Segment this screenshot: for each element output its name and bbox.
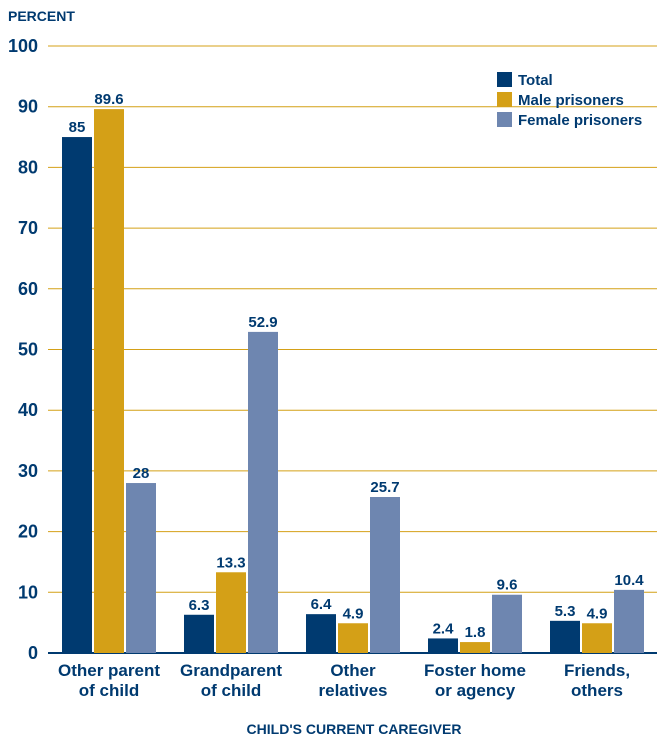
category-label: of child [201,681,261,700]
y-tick-label: 90 [18,97,38,117]
bar-value-label: 4.9 [587,605,608,622]
category-label: Foster home [424,661,526,680]
bar-value-label: 6.4 [311,596,333,613]
data-labels: 85 89.6 28 6.3 13.3 52.9 6.4 4.9 25.7 2.4 1.8 9.6 5.… [69,91,645,641]
legend-label: Total [518,72,553,89]
y-tick-label: 100 [8,36,38,56]
legend: Total Male prisoners Female prisoners [497,72,642,129]
bar [492,594,522,653]
bar [184,614,214,653]
y-tick-label: 20 [18,522,38,542]
bar-value-label: 5.3 [555,603,576,620]
y-tick-label: 40 [18,400,38,420]
category-label: others [571,681,623,700]
y-tick-labels: 0 10 20 30 40 50 60 70 80 90 100 [8,36,38,663]
bar [460,642,490,653]
bar [550,620,580,653]
bar [62,137,92,654]
y-tick-label: 50 [18,340,38,360]
bar-value-label: 28 [133,465,150,482]
legend-swatch [497,72,512,87]
y-axis-label: PERCENT [8,8,75,24]
bar [94,109,124,654]
category-label: or agency [435,681,516,700]
category-label: Friends, [564,661,630,680]
legend-label: Female prisoners [518,112,642,129]
bar-value-label: 85 [69,119,86,136]
bars [62,109,644,654]
y-tick-label: 80 [18,157,38,177]
category-label: Other [330,661,376,680]
y-tick-label: 0 [28,643,38,663]
bar-value-label: 4.9 [343,605,364,622]
bar-value-label: 25.7 [370,479,399,496]
bar [614,589,644,653]
bar-value-label: 89.6 [94,91,123,108]
bar [126,483,156,653]
bar [428,638,458,653]
category-label: Other parent [58,661,160,680]
bar [582,623,612,653]
bar-value-label: 13.3 [216,554,245,571]
bar [338,623,368,653]
y-tick-label: 30 [18,461,38,481]
x-axis-label: CHILD'S CURRENT CAREGIVER [247,721,462,737]
legend-swatch [497,112,512,127]
bar [370,497,400,653]
bar [306,614,336,653]
bar-value-label: 52.9 [248,314,277,331]
bar-value-label: 6.3 [189,597,210,614]
bar-value-label: 1.8 [465,624,486,641]
bar-value-label: 9.6 [497,577,518,594]
y-tick-label: 70 [18,218,38,238]
bar [248,331,278,653]
bar-value-label: 2.4 [433,620,455,637]
y-tick-label: 60 [18,279,38,299]
category-label: of child [79,681,139,700]
category-label: relatives [319,681,388,700]
legend-swatch [497,92,512,107]
y-tick-label: 10 [18,582,38,602]
bar-value-label: 10.4 [614,572,644,589]
bar [216,572,246,653]
category-label: Grandparent [180,661,282,680]
legend-label: Male prisoners [518,92,624,109]
